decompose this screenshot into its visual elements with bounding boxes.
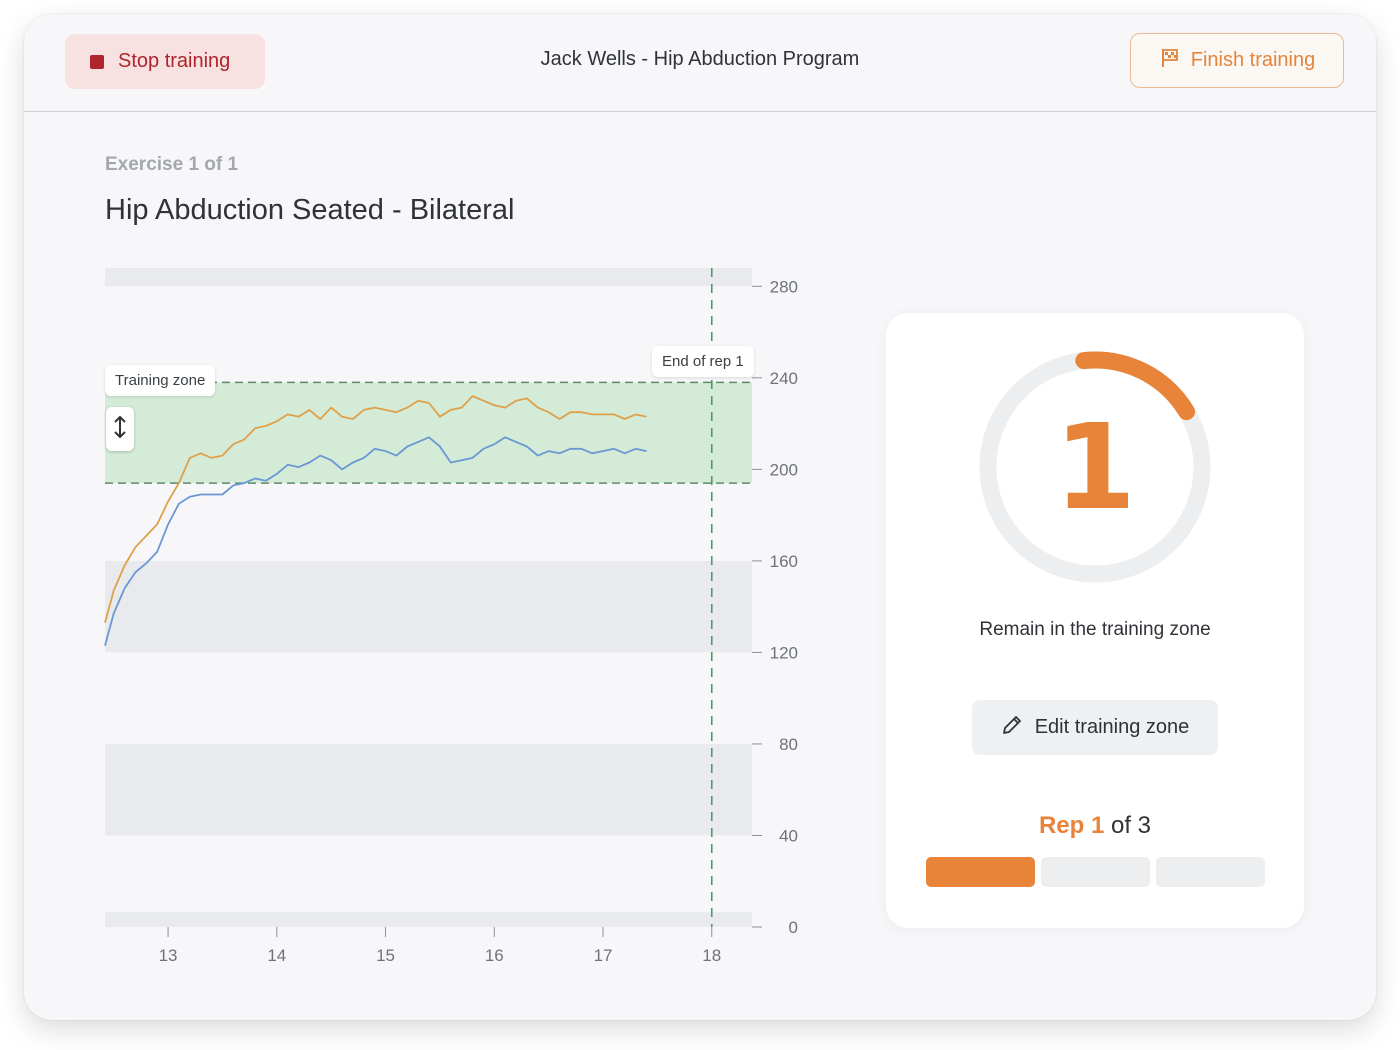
countdown-number: 1	[1053, 398, 1137, 536]
x-tick-label: 17	[594, 946, 613, 965]
rep-progress-segment	[926, 857, 1035, 887]
finish-training-label: Finish training	[1190, 49, 1316, 71]
series-line-2	[104, 436, 647, 646]
end-of-rep-label: End of rep 1	[652, 346, 754, 377]
training-zone-band	[105, 382, 752, 484]
flag-icon	[1159, 47, 1181, 74]
chart-band	[105, 268, 752, 287]
y-tick-label: 160	[770, 552, 798, 571]
y-tick-label: 280	[770, 277, 798, 296]
x-tick-label: 13	[159, 946, 178, 965]
force-chart: 280 240 200 160 120 80 40 0 13 14 15 16 17 18	[104, 268, 798, 965]
y-tick-label: 80	[779, 735, 798, 754]
rep-current: 1	[1090, 812, 1105, 839]
y-tick-label: 0	[789, 918, 798, 937]
y-tick-label: 40	[779, 826, 798, 845]
app-window: Stop training Jack Wells - Hip Abduction…	[24, 14, 1376, 1020]
training-zone-drag-handle[interactable]	[106, 407, 134, 451]
x-tick-label: 18	[702, 946, 721, 965]
stop-training-label: Stop training	[118, 50, 231, 72]
rep-progress-bars	[926, 857, 1265, 887]
training-zone-label: Training zone	[105, 365, 216, 396]
program-title: Jack Wells - Hip Abduction Program	[540, 48, 860, 70]
chart-band	[105, 912, 752, 927]
rep-counter: Rep 1 of 3	[886, 812, 1304, 840]
y-tick-label: 240	[770, 369, 798, 388]
exercise-counter: Exercise 1 of 1	[105, 154, 239, 175]
countdown-ring	[979, 351, 1211, 583]
rep-progress-segment	[1041, 857, 1150, 887]
x-tick-label: 14	[267, 946, 286, 965]
rep-suffix: of 3	[1111, 812, 1152, 839]
top-bar: Stop training Jack Wells - Hip Abduction…	[24, 14, 1376, 112]
series-line-1	[104, 395, 647, 623]
rep-prefix: Rep	[1038, 812, 1085, 839]
x-tick-label: 16	[485, 946, 504, 965]
pencil-icon	[1001, 714, 1023, 741]
rep-progress-segment	[1156, 857, 1265, 887]
vertical-resize-icon	[113, 415, 127, 444]
finish-training-button[interactable]: Finish training	[1130, 33, 1344, 88]
y-tick-label: 200	[770, 460, 798, 479]
instruction-text: Remain in the training zone	[979, 619, 1211, 640]
chart-band	[105, 743, 752, 836]
stop-training-button[interactable]: Stop training	[65, 34, 265, 89]
countdown-ring-progress	[979, 351, 1211, 583]
edit-training-zone-label: Edit training zone	[1034, 716, 1190, 738]
x-tick-label: 15	[376, 946, 395, 965]
chart-band	[105, 560, 752, 653]
y-tick-label: 120	[770, 643, 798, 662]
rep-status-card: 1 Remain in the training zone Edit train…	[886, 313, 1304, 928]
edit-training-zone-button[interactable]: Edit training zone	[972, 700, 1218, 755]
stop-square-icon	[90, 54, 104, 69]
exercise-title: Hip Abduction Seated - Bilateral	[105, 194, 515, 226]
